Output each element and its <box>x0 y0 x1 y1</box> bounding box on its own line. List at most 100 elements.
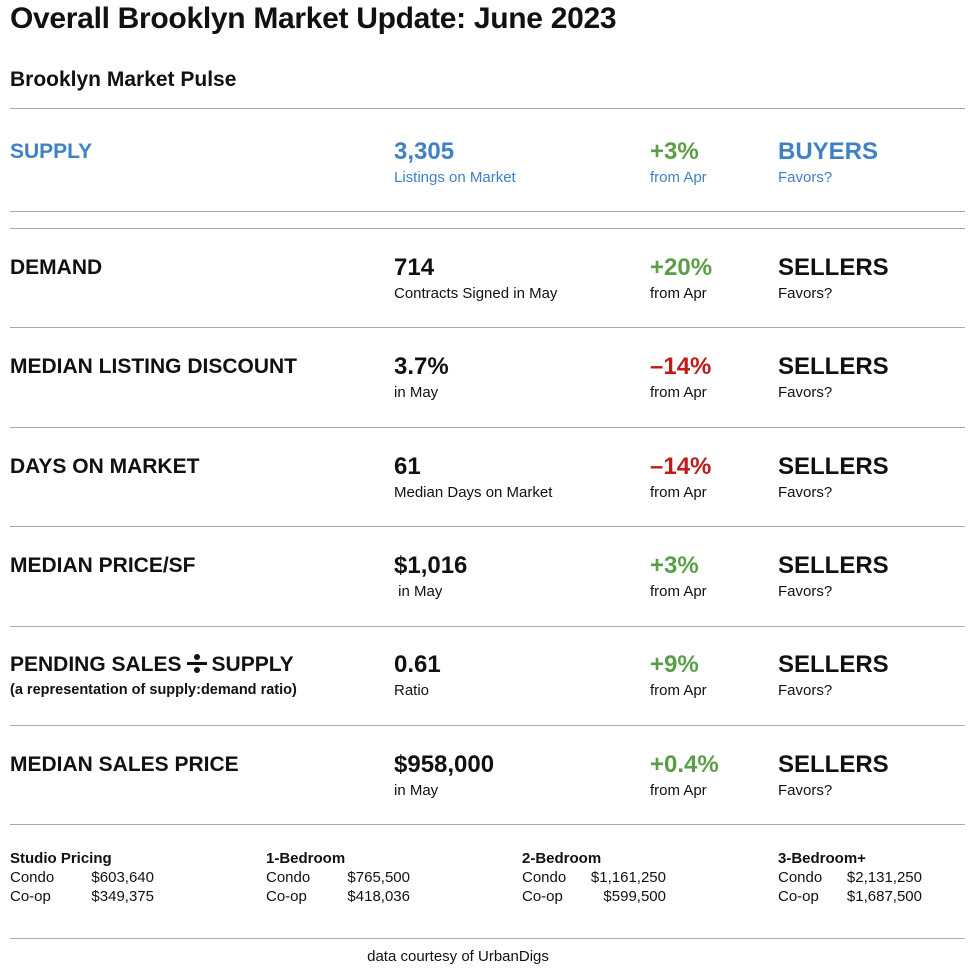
metric-change-note: from Apr <box>650 285 707 302</box>
pricing-value: $1,687,500 <box>846 888 922 905</box>
metric-value-note: in May <box>394 782 439 799</box>
metric-row-price-per-sf: MEDIAN PRICE/SF $1,016 in May +3% from A… <box>0 552 980 614</box>
metric-label: SUPPLY <box>10 140 93 163</box>
metric-favors-note: Favors? <box>778 285 833 302</box>
metric-label-part1: PENDING SALES <box>10 653 182 676</box>
pricing-value: $599,500 <box>603 888 666 905</box>
metric-value: $1,016 <box>394 552 468 579</box>
metric-change: –14% <box>650 453 712 480</box>
pricing-type: Co-op <box>266 888 307 905</box>
metric-value-note: Contracts Signed in May <box>394 285 558 302</box>
metric-row-listing-discount: MEDIAN LISTING DISCOUNT 3.7% in May –14%… <box>0 353 980 415</box>
metric-favors-note: Favors? <box>778 782 833 799</box>
metric-favors: SELLERS <box>778 751 889 778</box>
pricing-row: Condo $2,131,250 <box>778 869 958 888</box>
metric-value-note: in May <box>394 583 443 600</box>
pricing-type: Co-op <box>522 888 563 905</box>
metric-change: +0.4% <box>650 751 719 778</box>
metric-favors-note: Favors? <box>778 484 833 501</box>
pricing-type: Condo <box>266 869 311 886</box>
metric-row-pending-sales-supply: PENDING SALES SUPPLY (a representation of… <box>0 651 980 713</box>
pricing-heading: 2-Bedroom <box>522 850 602 867</box>
pricing-3-bedroom-plus: 3-Bedroom+ Condo $2,131,250 Co-op $1,687… <box>778 850 958 907</box>
metric-change-note: from Apr <box>650 782 707 799</box>
metric-change: +9% <box>650 651 699 678</box>
footer-credit: data courtesy of UrbanDigs <box>367 948 549 965</box>
pricing-value: $418,036 <box>347 888 410 905</box>
pricing-heading: 1-Bedroom <box>266 850 346 867</box>
metric-favors-note: Favors? <box>778 682 833 699</box>
metric-value: 3.7% <box>394 353 449 380</box>
metric-value-note: in May <box>394 384 439 401</box>
metric-change-note: from Apr <box>650 169 707 186</box>
pricing-type: Co-op <box>10 888 51 905</box>
pricing-value: $1,161,250 <box>590 869 666 886</box>
metric-favors-note: Favors? <box>778 169 833 186</box>
metric-value-note: Listings on Market <box>394 169 516 186</box>
pricing-type: Condo <box>522 869 567 886</box>
metric-value-note: Ratio <box>394 682 430 699</box>
metric-favors: SELLERS <box>778 353 889 380</box>
divider <box>10 526 965 527</box>
divider <box>10 938 965 939</box>
metric-label: DAYS ON MARKET <box>10 455 200 478</box>
metric-value: 714 <box>394 254 435 281</box>
pricing-row: Co-op $349,375 <box>10 888 250 907</box>
pricing-row: Co-op $599,500 <box>522 888 762 907</box>
divider <box>10 725 965 726</box>
divider <box>10 108 965 109</box>
metric-value: $958,000 <box>394 751 495 778</box>
metric-value: 61 <box>394 453 421 480</box>
metric-row-days-on-market: DAYS ON MARKET 61 Median Days on Market … <box>0 453 980 515</box>
metric-value: 0.61 <box>394 651 441 678</box>
pricing-value: $2,131,250 <box>846 869 922 886</box>
pricing-2-bedroom: 2-Bedroom Condo $1,161,250 Co-op $599,50… <box>522 850 762 907</box>
metric-change: +3% <box>650 552 699 579</box>
pricing-value: $603,640 <box>91 869 154 886</box>
pricing-value: $349,375 <box>91 888 154 905</box>
page-title: Overall Brooklyn Market Update: June 202… <box>10 2 617 35</box>
metric-change: –14% <box>650 353 712 380</box>
metric-change: +3% <box>650 138 699 165</box>
metric-change-note: from Apr <box>650 583 707 600</box>
metric-label-part2: SUPPLY <box>211 653 294 676</box>
metric-sublabel: (a representation of supply:demand ratio… <box>10 682 297 698</box>
metric-label: DEMAND <box>10 256 103 279</box>
pricing-value: $765,500 <box>347 869 410 886</box>
metric-favors-note: Favors? <box>778 583 833 600</box>
metric-row-supply: SUPPLY 3,305 Listings on Market +3% from… <box>0 138 980 200</box>
metric-favors: BUYERS <box>778 138 879 165</box>
pricing-type: Condo <box>10 869 55 886</box>
metric-label: MEDIAN SALES PRICE <box>10 753 239 776</box>
metric-favors: SELLERS <box>778 254 889 281</box>
divider <box>10 228 965 229</box>
metric-change: +20% <box>650 254 713 281</box>
pricing-row: Co-op $418,036 <box>266 888 506 907</box>
metric-row-median-sales-price: MEDIAN SALES PRICE $958,000 in May +0.4%… <box>0 751 980 813</box>
divider <box>10 626 965 627</box>
divide-icon <box>186 653 208 673</box>
pricing-row: Condo $1,161,250 <box>522 869 762 888</box>
metric-change-note: from Apr <box>650 682 707 699</box>
metric-label: PENDING SALES SUPPLY <box>10 653 294 677</box>
pricing-type: Condo <box>778 869 823 886</box>
pricing-row: Condo $603,640 <box>10 869 250 888</box>
metric-value-note: Median Days on Market <box>394 484 553 501</box>
pricing-row: Condo $765,500 <box>266 869 506 888</box>
divider <box>10 327 965 328</box>
metric-favors: SELLERS <box>778 453 889 480</box>
metric-row-demand: DEMAND 714 Contracts Signed in May +20% … <box>0 254 980 316</box>
metric-value: 3,305 <box>394 138 455 165</box>
pricing-1-bedroom: 1-Bedroom Condo $765,500 Co-op $418,036 <box>266 850 506 907</box>
pricing-heading: Studio Pricing <box>10 850 112 867</box>
metric-change-note: from Apr <box>650 384 707 401</box>
pricing-row: Co-op $1,687,500 <box>778 888 958 907</box>
metric-label: MEDIAN PRICE/SF <box>10 554 196 577</box>
divider <box>10 211 965 212</box>
pricing-type: Co-op <box>778 888 819 905</box>
page-subtitle: Brooklyn Market Pulse <box>10 68 237 91</box>
metric-favors: SELLERS <box>778 552 889 579</box>
divider <box>10 824 965 825</box>
metric-label: MEDIAN LISTING DISCOUNT <box>10 355 297 378</box>
metric-favors-note: Favors? <box>778 384 833 401</box>
